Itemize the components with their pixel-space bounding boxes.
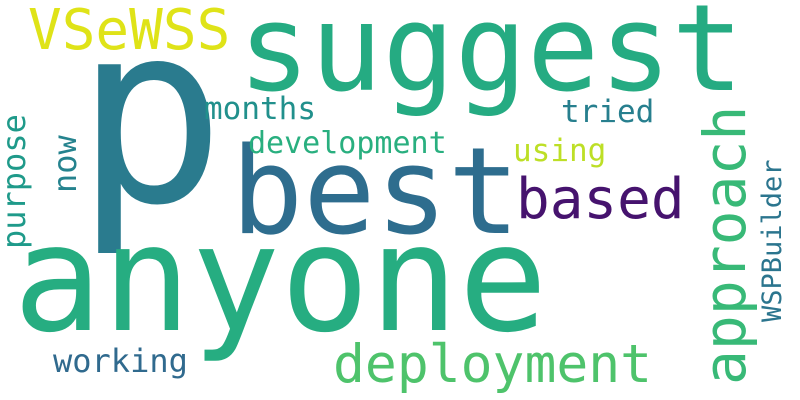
word-now: now (46, 135, 84, 193)
word-anyone: anyone (13, 193, 548, 365)
word-tried: tried (561, 94, 655, 130)
word-deployment: deployment (333, 334, 653, 395)
word-purpose: purpose (0, 114, 33, 249)
word-suggest: suggest (238, 0, 744, 119)
word-best: best (231, 123, 520, 262)
word-working: working (53, 342, 188, 380)
word-months: months (204, 91, 316, 127)
word-approach: approach (691, 105, 759, 385)
word-based: based (516, 167, 685, 232)
word-wspbuilder: WSPBuilder (757, 159, 788, 322)
word-vsewss: VSeWSS (28, 0, 231, 63)
word-p: p (75, 0, 226, 260)
word-development: development (248, 126, 447, 161)
word-using: using (513, 133, 607, 169)
